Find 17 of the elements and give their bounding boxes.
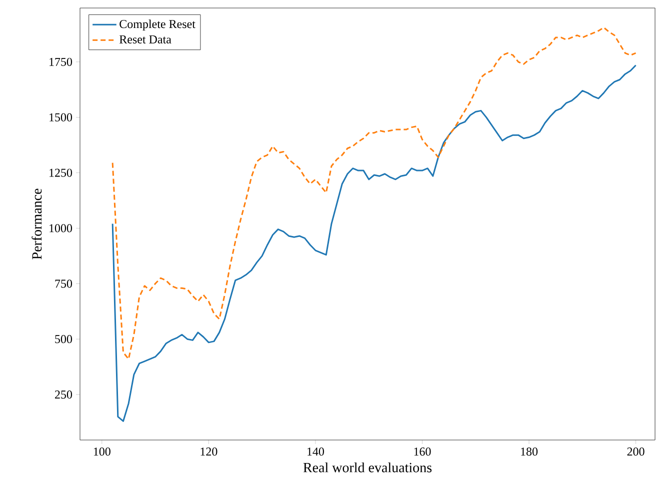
x-tick-label: 160: [414, 448, 431, 456]
y-tick-label: 250: [55, 390, 72, 399]
y-tick-label: 1250: [50, 168, 72, 177]
y-tick-label: 750: [55, 280, 72, 288]
x-tick-label: 180: [521, 448, 538, 456]
x-tick-label: 120: [200, 448, 218, 456]
x-axis-title: Real world evaluations: [303, 462, 432, 472]
x-tick-label: 100: [94, 448, 110, 456]
x-tick-label: 140: [308, 448, 324, 456]
y-axis-title: Performance: [32, 188, 42, 260]
y-tick-label: 1500: [50, 113, 72, 122]
legend-label: Complete Reset: [120, 20, 196, 31]
y-tick-label: 1750: [50, 58, 72, 66]
y-tick-label: 1000: [50, 224, 72, 232]
y-tick-label: 500: [55, 335, 72, 344]
x-tick-label: 200: [627, 448, 644, 456]
legend-label: Reset Data: [119, 35, 172, 44]
